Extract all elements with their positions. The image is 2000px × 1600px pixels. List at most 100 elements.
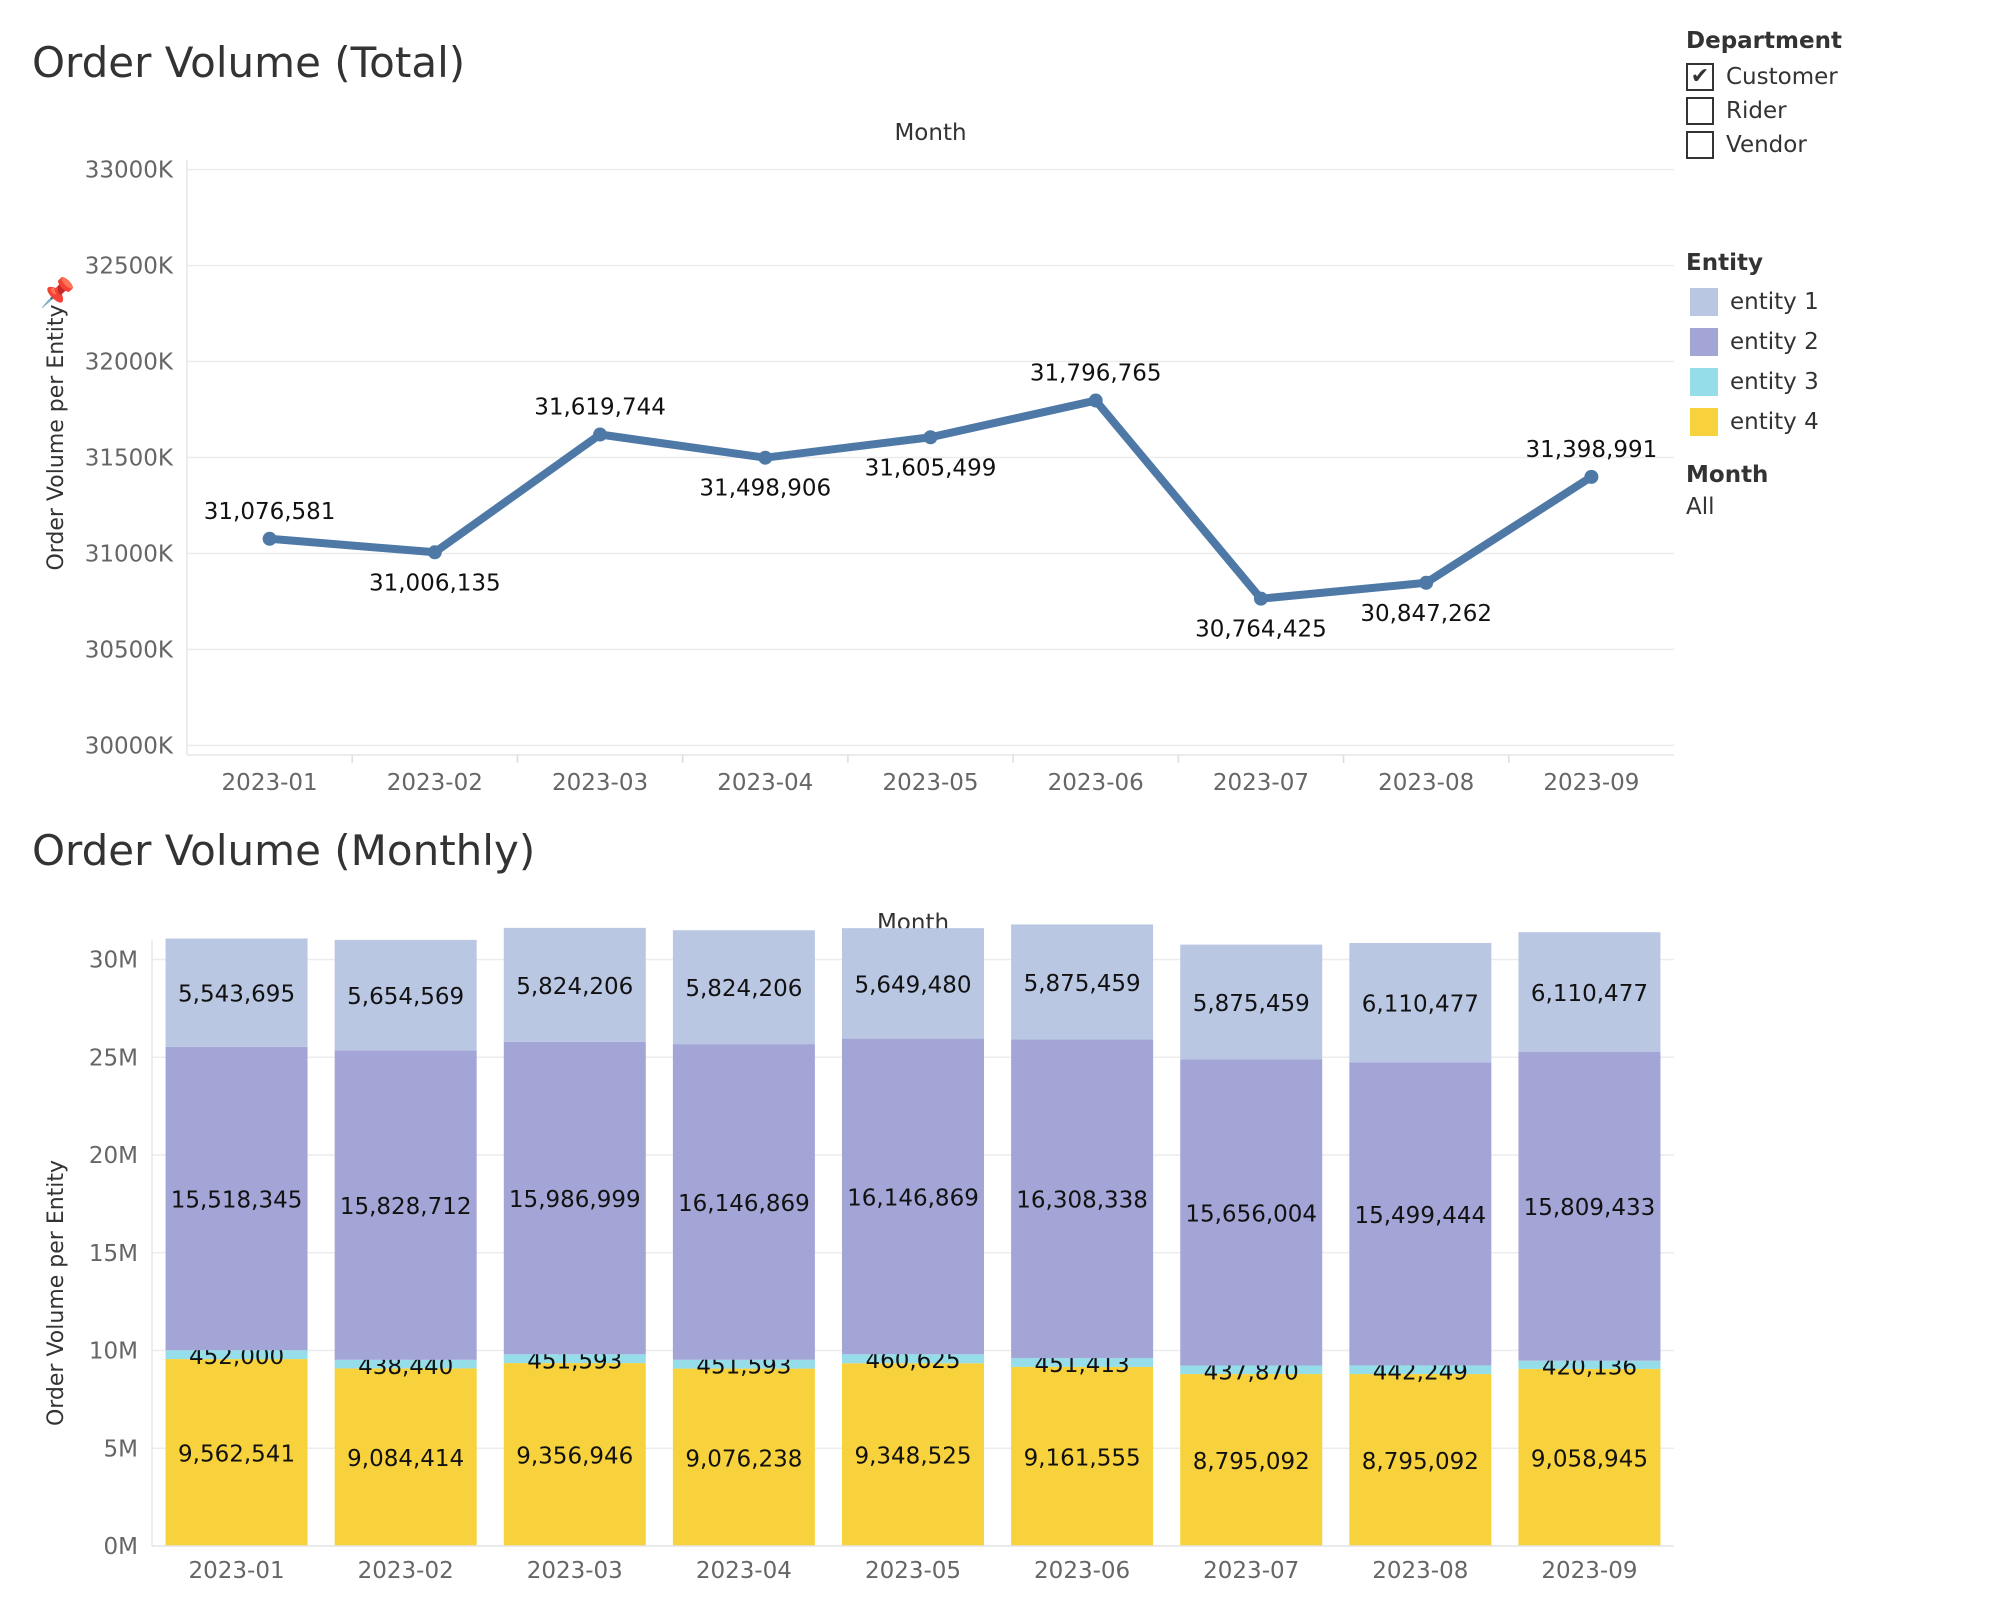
data-point [1088,393,1103,408]
entity-legend: Entity entity 1 entity 2 entity 3 entity… [1686,250,1819,442]
bar-segment [1180,1059,1323,1366]
data-label: 15,809,433 [1524,1195,1656,1221]
x-tick-label: 2023-07 [1213,770,1309,796]
x-tick-label: 2023-05 [865,1558,961,1584]
data-label: 9,356,946 [516,1444,633,1470]
y-tick-label: 0M [104,1534,138,1560]
data-label: 15,656,004 [1185,1201,1317,1227]
y-tick-label: 30500K [85,637,174,663]
bar-segment [1180,1374,1323,1546]
data-point [923,430,938,445]
data-label: 31,006,135 [369,570,501,596]
bar-segment [1180,944,1323,1060]
bar-segment [672,930,815,1045]
bar-segment [334,939,477,1051]
bar-segment [1349,1062,1492,1366]
legend-item-entity-4[interactable]: entity 4 [1686,402,1819,442]
data-label: 15,828,712 [340,1194,472,1220]
bar-segment [1011,1366,1154,1546]
data-label: 15,499,444 [1354,1203,1486,1229]
bar-segment [165,1359,308,1546]
bar-segment [1349,1374,1492,1546]
bar-segment [1011,924,1154,1040]
data-label: 31,398,991 [1526,437,1658,463]
data-label: 9,348,525 [854,1444,971,1470]
month-filter-value[interactable]: All [1686,494,1715,520]
entity-legend-header: Entity [1686,250,1763,276]
data-label: 5,649,480 [854,972,971,998]
x-tick-label: 2023-06 [1048,770,1144,796]
x-tick-label: 2023-05 [882,770,978,796]
legend-item-entity-3[interactable]: entity 3 [1686,362,1819,402]
month-filter-header: Month [1686,462,1769,488]
data-label: 30,764,425 [1195,617,1327,643]
bar-segment [1518,1360,1661,1369]
x-tick-label: 2023-04 [696,1558,792,1584]
data-label: 5,543,695 [178,982,295,1008]
x-tick-label: 2023-01 [189,1558,285,1584]
bar-segment [503,1354,646,1364]
bar-segment [1518,932,1661,1052]
data-label: 30,847,262 [1360,601,1492,627]
legend-label: entity 3 [1730,369,1819,395]
filter-option-rider[interactable]: Rider [1686,94,1842,128]
data-label: 9,161,555 [1024,1445,1141,1471]
data-point [1419,575,1434,590]
y-axis-title: Order Volume per Entity [44,1160,69,1426]
data-label: 31,619,744 [534,395,666,421]
x-tick-label: 2023-06 [1034,1558,1130,1584]
y-tick-label: 33000K [85,158,174,184]
x-tick-label: 2023-08 [1378,770,1474,796]
monthly-chart-title: Order Volume (Monthly) [32,826,536,875]
y-tick-label: 30M [89,948,138,974]
data-point [1584,469,1599,484]
y-tick-label: 31000K [85,541,174,567]
data-label: 15,986,999 [509,1187,641,1213]
bar-segment [672,1368,815,1546]
pin-icon: 📌 [40,275,75,309]
data-label: 9,084,414 [347,1446,464,1472]
legend-label: entity 4 [1730,409,1819,435]
legend-label: entity 2 [1730,329,1819,355]
filter-option-vendor[interactable]: Vendor [1686,128,1842,162]
department-filter: Department ✔ Customer Rider Vendor [1686,28,1842,162]
bar-segment [1349,942,1492,1063]
data-label: 5,654,569 [347,984,464,1010]
legend-swatch [1690,328,1718,356]
bar-segment [842,1354,984,1364]
bar-segment [165,1350,308,1360]
bar-segment [842,928,984,1039]
legend-item-entity-1[interactable]: entity 1 [1686,282,1819,322]
legend-label: entity 1 [1730,289,1819,315]
data-label: 9,562,541 [178,1442,295,1468]
y-tick-label: 32000K [85,350,174,376]
x-axis-title: Month [894,120,966,146]
bar-segment [842,1038,984,1355]
data-label: 5,824,206 [516,974,633,1000]
x-tick-label: 2023-09 [1541,1558,1637,1584]
y-tick-label: 20M [89,1143,138,1169]
legend-item-entity-2[interactable]: entity 2 [1686,322,1819,362]
bar-segment [1518,1368,1661,1546]
data-label: 16,308,338 [1016,1188,1148,1214]
bar-segment [672,1359,815,1369]
bar-segment [334,1050,477,1360]
department-filter-header: Department [1686,28,1842,54]
bar-segment [672,1044,815,1360]
y-tick-label: 31500K [85,446,174,472]
checkbox-vendor[interactable] [1686,131,1714,159]
bar-segment [842,1363,984,1546]
bar-segment [334,1368,477,1546]
y-tick-label: 5M [104,1436,138,1462]
data-label: 9,058,945 [1531,1446,1648,1472]
bar-segment [1011,1358,1154,1367]
checkbox-rider[interactable] [1686,97,1714,125]
x-tick-label: 2023-03 [527,1558,623,1584]
bar-segment [1518,1051,1661,1361]
data-label: 15,518,345 [171,1188,303,1214]
data-label: 8,795,092 [1193,1449,1310,1475]
filter-option-customer[interactable]: ✔ Customer [1686,60,1842,94]
data-label: 9,076,238 [685,1446,802,1472]
x-tick-label: 2023-08 [1372,1558,1468,1584]
checkbox-customer[interactable]: ✔ [1686,63,1714,91]
